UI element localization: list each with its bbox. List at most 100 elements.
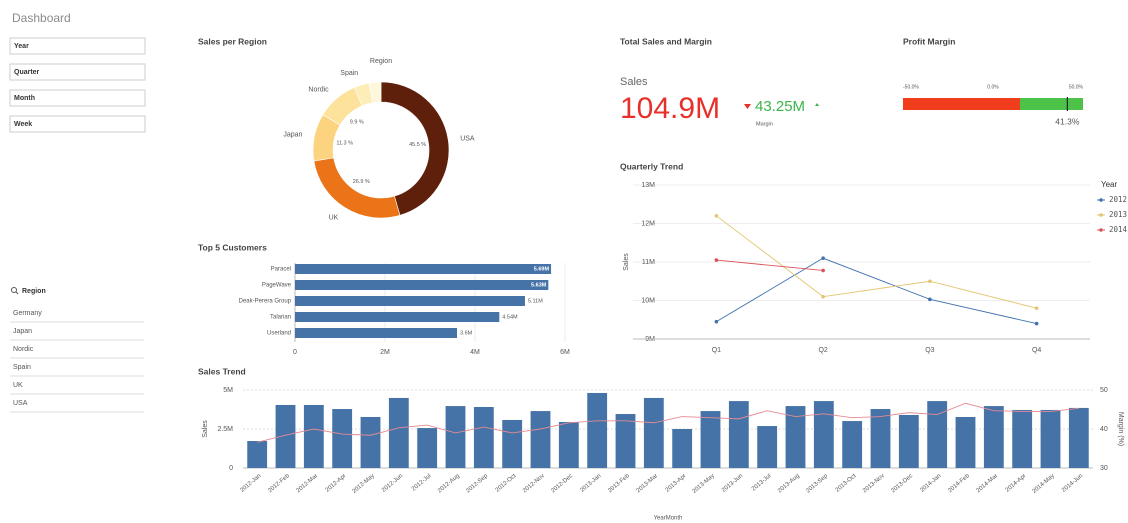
chart-title: Quarterly Trend xyxy=(620,161,683,171)
x-tick-label: Q1 xyxy=(712,347,721,354)
x-tick-label: 2012-Oct xyxy=(495,473,518,494)
bar xyxy=(417,428,438,468)
bar xyxy=(247,441,268,468)
bar xyxy=(275,404,296,468)
list-item[interactable] xyxy=(10,377,144,394)
y-tick-label: 11M xyxy=(642,259,655,266)
list-item[interactable] xyxy=(10,359,144,376)
donut-segment xyxy=(380,81,450,216)
value-label: 45.5 % xyxy=(409,142,426,148)
x-tick-label: 2012-Sep xyxy=(465,473,489,495)
segment-label: Japan xyxy=(283,132,302,139)
series-line xyxy=(716,257,1037,325)
x-tick-label: Q2 xyxy=(818,347,827,354)
up-arrow xyxy=(815,103,819,106)
legend-label[interactable]: 2014 xyxy=(1109,225,1128,234)
bar xyxy=(785,406,806,468)
legend-label[interactable]: 2013 xyxy=(1109,210,1127,219)
y-axis-label: Sales xyxy=(623,253,630,271)
x-tick-label: 2014-Jun xyxy=(1061,473,1084,494)
series-dot xyxy=(1034,321,1039,326)
y2-tick-label: 30 xyxy=(1100,465,1108,472)
bar xyxy=(295,264,552,274)
bar xyxy=(672,429,693,468)
list-item[interactable] xyxy=(10,305,144,322)
x-tick-label: 2012-Jul xyxy=(411,473,432,492)
x-tick-label: 2012-Mar xyxy=(296,473,320,494)
legend-dot xyxy=(1099,228,1103,232)
bar xyxy=(587,392,608,468)
series-dot xyxy=(821,256,825,260)
x-tick-label: 2013-Jul xyxy=(751,473,772,492)
filter-label: Quarter xyxy=(14,69,40,76)
series-line xyxy=(716,259,824,271)
donut-segment xyxy=(368,81,382,104)
page-title: Dashboard xyxy=(12,11,71,25)
bar xyxy=(728,401,749,468)
y-tick-label: Userland xyxy=(267,331,291,337)
x-tick-label: 2013-Oct xyxy=(835,473,858,494)
value-label: 26.9 % xyxy=(353,179,370,185)
segment-label: Nordic xyxy=(308,86,329,93)
y-tick-label: Deak-Perera Group xyxy=(239,299,292,305)
list-item[interactable] xyxy=(10,395,144,412)
value-label: 5.69M xyxy=(534,266,550,272)
x-axis-label: YearMonth xyxy=(654,516,683,522)
bar xyxy=(757,426,778,468)
x-tick-label: 2013-Dec xyxy=(890,473,914,494)
donut-segment xyxy=(313,157,401,219)
y2-tick-label: 50 xyxy=(1100,387,1108,394)
bar xyxy=(615,414,636,468)
legend-dot xyxy=(1099,198,1103,202)
series-dot xyxy=(714,214,719,218)
down-arrow xyxy=(744,104,751,109)
x-tick-label: 2014-May xyxy=(1031,473,1055,495)
filter-box[interactable] xyxy=(9,37,146,55)
y-tick-label: Paracel xyxy=(271,267,291,273)
value-label: 3.6M xyxy=(460,330,473,336)
x-tick-label: Q4 xyxy=(1032,347,1041,354)
series-dot xyxy=(928,279,932,284)
bar xyxy=(295,328,457,338)
kpi-secondary-label: Margin xyxy=(756,121,773,127)
bar xyxy=(295,312,500,322)
gauge-value: 41.3% xyxy=(1055,116,1080,126)
legend-dot xyxy=(1099,213,1103,217)
bar xyxy=(360,416,381,468)
x-tick-label: 2014-Apr xyxy=(1005,473,1028,493)
y2-tick-label: 40 xyxy=(1100,426,1108,433)
value-label: 11.3 % xyxy=(336,140,353,146)
x-tick-label: 2013-Aug xyxy=(777,473,801,494)
filter-box[interactable] xyxy=(9,89,146,107)
list-item-label: Japan xyxy=(13,328,32,335)
series-dot xyxy=(821,294,825,299)
chart-title: Sales per Region xyxy=(198,36,267,46)
margin-line xyxy=(257,402,1079,443)
bar xyxy=(870,409,891,468)
list-item[interactable] xyxy=(10,341,144,358)
bar xyxy=(445,406,466,468)
y-tick-label: PageWave xyxy=(262,283,292,289)
bar xyxy=(927,401,948,468)
legend-label[interactable]: 2012 xyxy=(1109,195,1127,204)
x-tick-label: 2013-Nov xyxy=(862,473,886,494)
list-item[interactable] xyxy=(10,323,144,340)
value-label: 4.54M xyxy=(502,314,518,320)
list-title: Region xyxy=(22,288,46,295)
chart-title: Profit Margin xyxy=(903,36,955,46)
list-item-label: UK xyxy=(13,382,23,389)
segment-label: USA xyxy=(460,136,475,143)
bar xyxy=(558,421,579,468)
filter-box[interactable] xyxy=(9,115,146,133)
y-tick-label: 2.5M xyxy=(217,426,233,433)
x-tick-label: 2014-Jan xyxy=(919,473,942,494)
bar xyxy=(700,411,721,468)
filter-box[interactable] xyxy=(9,63,146,81)
search-icon xyxy=(11,287,19,295)
x-tick-label: 2013-Sep xyxy=(805,473,829,495)
y2-axis-label: Margin (%) xyxy=(1117,412,1124,446)
legend-title: Region xyxy=(370,58,392,65)
bar xyxy=(983,406,1004,468)
value-label: 9.9 % xyxy=(350,119,364,125)
bar xyxy=(813,401,834,468)
